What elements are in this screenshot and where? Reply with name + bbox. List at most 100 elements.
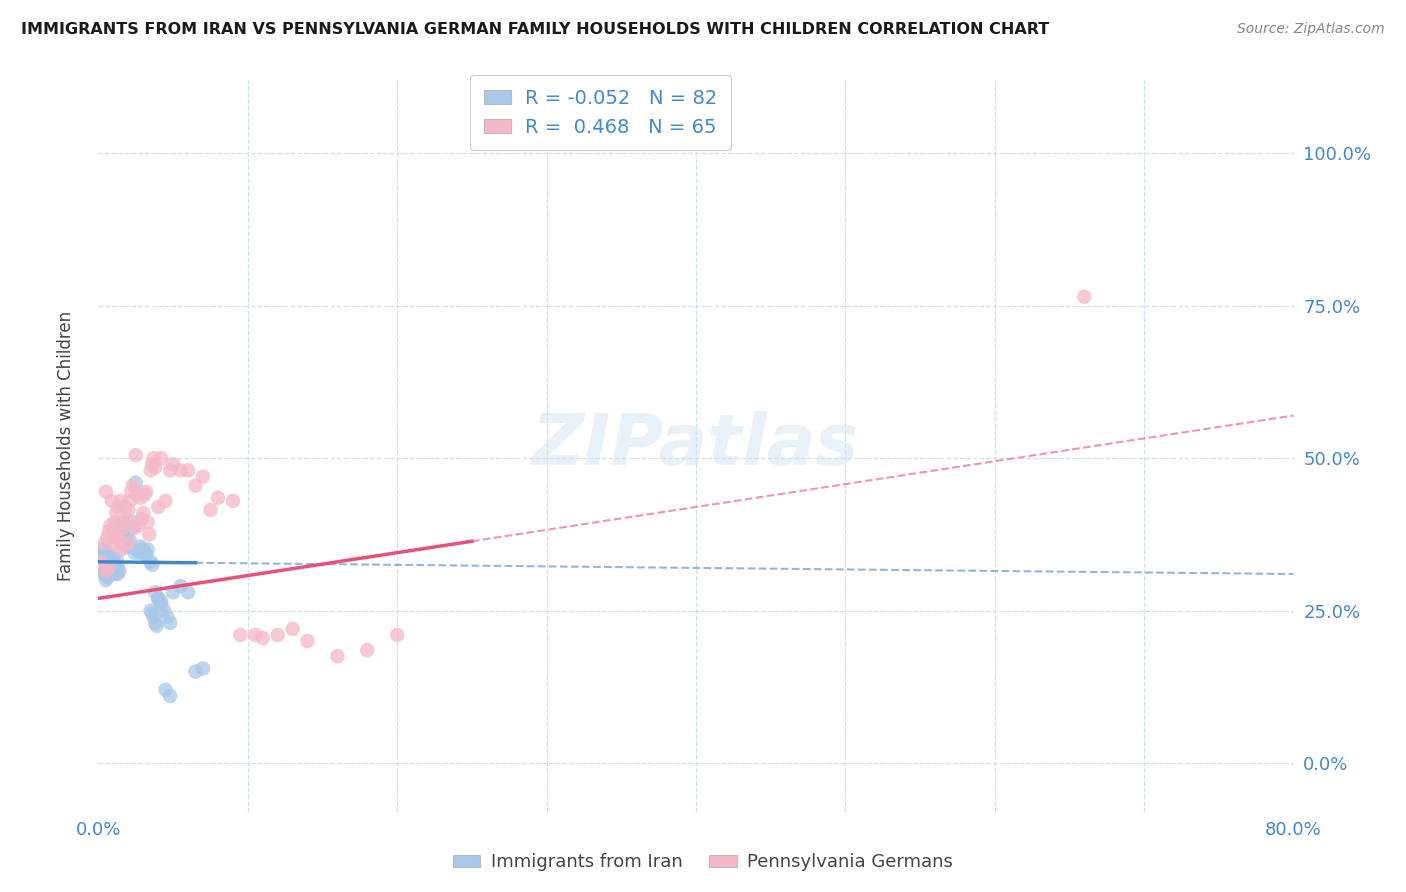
Point (110, 524, 132, 539)
Point (200, 503, 222, 517)
Point (124, 521, 146, 535)
Point (155, 494, 177, 508)
Point (105, 530, 128, 544)
Text: ZIPatlas: ZIPatlas (533, 411, 859, 481)
Point (107, 500, 129, 514)
Point (101, 494, 124, 508)
Point (97, 549, 120, 563)
Point (94, 484, 117, 499)
Point (148, 591, 170, 606)
Point (111, 521, 134, 535)
Point (191, 661, 214, 675)
Point (145, 619, 167, 633)
Y-axis label: Family Households with Children: Family Households with Children (56, 311, 75, 581)
Point (169, 579, 191, 593)
Point (103, 521, 125, 535)
Point (110, 533, 132, 548)
Point (356, 643, 378, 657)
Point (98, 551, 122, 566)
Point (96, 551, 118, 566)
Point (385, 628, 409, 642)
Legend: R = -0.052   N = 82, R =  0.468   N = 65: R = -0.052 N = 82, R = 0.468 N = 65 (470, 75, 731, 151)
Point (125, 475, 148, 490)
Point (105, 551, 128, 566)
Point (162, 585, 184, 599)
Point (93, 549, 115, 563)
Point (91, 558, 114, 572)
Point (120, 521, 142, 535)
Point (107, 567, 129, 582)
Point (94, 567, 117, 582)
Point (98, 564, 122, 578)
Point (148, 500, 170, 514)
Point (139, 555, 162, 569)
Point (132, 542, 155, 557)
Point (97, 567, 120, 582)
Point (222, 494, 245, 508)
Text: Source: ZipAtlas.com: Source: ZipAtlas.com (1237, 22, 1385, 37)
Point (105, 558, 128, 572)
Point (121, 478, 143, 492)
Point (177, 585, 200, 599)
Point (159, 615, 181, 630)
Point (94, 561, 117, 575)
Point (155, 682, 177, 697)
Point (159, 689, 181, 703)
Point (156, 609, 179, 624)
Point (93, 558, 115, 572)
Point (117, 536, 139, 550)
Point (184, 665, 207, 679)
Point (107, 561, 129, 575)
Point (105, 564, 128, 578)
Point (124, 546, 146, 560)
Point (90, 542, 112, 557)
Point (104, 567, 127, 582)
Point (134, 488, 156, 502)
Point (111, 527, 134, 541)
Point (177, 463, 200, 477)
Point (138, 527, 160, 541)
Point (135, 484, 157, 499)
Point (131, 512, 153, 526)
Legend: Immigrants from Iran, Pennsylvania Germans: Immigrants from Iran, Pennsylvania Germa… (446, 847, 960, 879)
Point (93, 567, 115, 582)
Point (110, 542, 132, 557)
Point (129, 491, 152, 505)
Point (142, 609, 165, 624)
Point (141, 458, 163, 472)
Point (93, 555, 115, 569)
Point (143, 615, 166, 630)
Point (153, 604, 176, 618)
Point (245, 628, 267, 642)
Point (103, 536, 125, 550)
Point (108, 533, 131, 548)
Point (94, 564, 117, 578)
Point (127, 488, 149, 502)
Point (110, 494, 132, 508)
Point (115, 536, 138, 550)
Point (118, 494, 141, 508)
Point (132, 506, 155, 520)
Point (91, 546, 114, 560)
Point (103, 551, 125, 566)
Point (125, 448, 148, 462)
Point (136, 515, 159, 529)
Point (143, 585, 166, 599)
Point (150, 594, 173, 608)
Point (142, 451, 165, 466)
Point (139, 463, 162, 477)
Point (141, 607, 163, 621)
Point (94, 555, 117, 569)
Point (96, 558, 118, 572)
Point (115, 512, 138, 526)
Point (191, 469, 214, 483)
Point (128, 518, 150, 533)
Point (150, 598, 173, 612)
Point (97, 561, 120, 575)
Point (169, 463, 191, 477)
Point (121, 515, 143, 529)
Point (114, 530, 136, 544)
Point (93, 536, 115, 550)
Point (207, 491, 229, 505)
Point (111, 515, 134, 529)
